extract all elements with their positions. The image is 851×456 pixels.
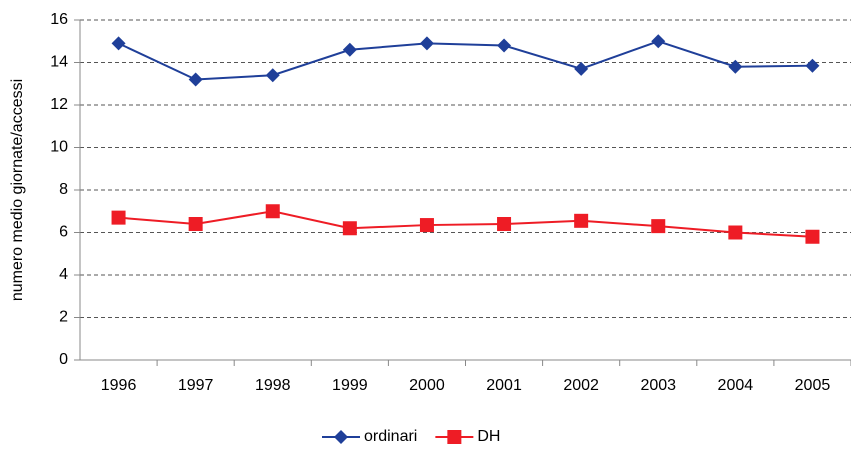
y-axis-label: numero medio giornate/accessi xyxy=(9,79,26,301)
data-point xyxy=(188,217,203,231)
y-tick-label: 0 xyxy=(59,351,68,368)
series-line xyxy=(118,210,813,238)
y-tick-label: 12 xyxy=(50,96,68,113)
data-point xyxy=(497,217,512,231)
x-tick-label: 1996 xyxy=(101,377,137,394)
y-tick-label: 10 xyxy=(50,139,68,156)
data-point xyxy=(419,218,434,233)
y-tick-label: 6 xyxy=(59,224,68,241)
legend-label: ordinari xyxy=(364,428,417,445)
data-point xyxy=(265,68,280,83)
data-point xyxy=(574,61,589,76)
x-tick-label: 2003 xyxy=(640,377,676,394)
data-point xyxy=(728,59,743,74)
data-point xyxy=(419,36,434,51)
data-point xyxy=(651,219,666,234)
legend-label: DH xyxy=(477,428,500,445)
data-point xyxy=(342,221,357,236)
data-point xyxy=(805,58,820,73)
data-point xyxy=(111,210,126,225)
x-tick-label: 2001 xyxy=(486,377,522,394)
data-point xyxy=(265,204,280,219)
x-tick-label: 2000 xyxy=(409,377,445,394)
y-tick-label: 14 xyxy=(50,54,68,71)
x-tick-label: 1999 xyxy=(332,377,368,394)
data-point xyxy=(805,229,820,244)
x-tick-label: 2005 xyxy=(795,377,831,394)
x-tick-label: 1997 xyxy=(178,377,214,394)
data-point xyxy=(497,38,512,53)
data-point xyxy=(342,42,357,57)
data-point xyxy=(111,36,126,51)
y-tick-label: 4 xyxy=(59,266,68,283)
data-point xyxy=(574,213,589,228)
x-tick-label: 2002 xyxy=(563,377,599,394)
series-line xyxy=(118,40,813,81)
data-point xyxy=(188,72,203,87)
y-tick-label: 2 xyxy=(59,309,68,326)
data-point xyxy=(651,34,666,49)
legend-marker xyxy=(334,430,348,444)
legend-marker xyxy=(447,430,462,444)
x-tick-label: 2004 xyxy=(718,377,754,394)
x-tick-label: 1998 xyxy=(255,377,291,394)
y-tick-label: 16 xyxy=(50,11,68,28)
data-point xyxy=(728,225,743,240)
y-tick-label: 8 xyxy=(59,181,68,198)
